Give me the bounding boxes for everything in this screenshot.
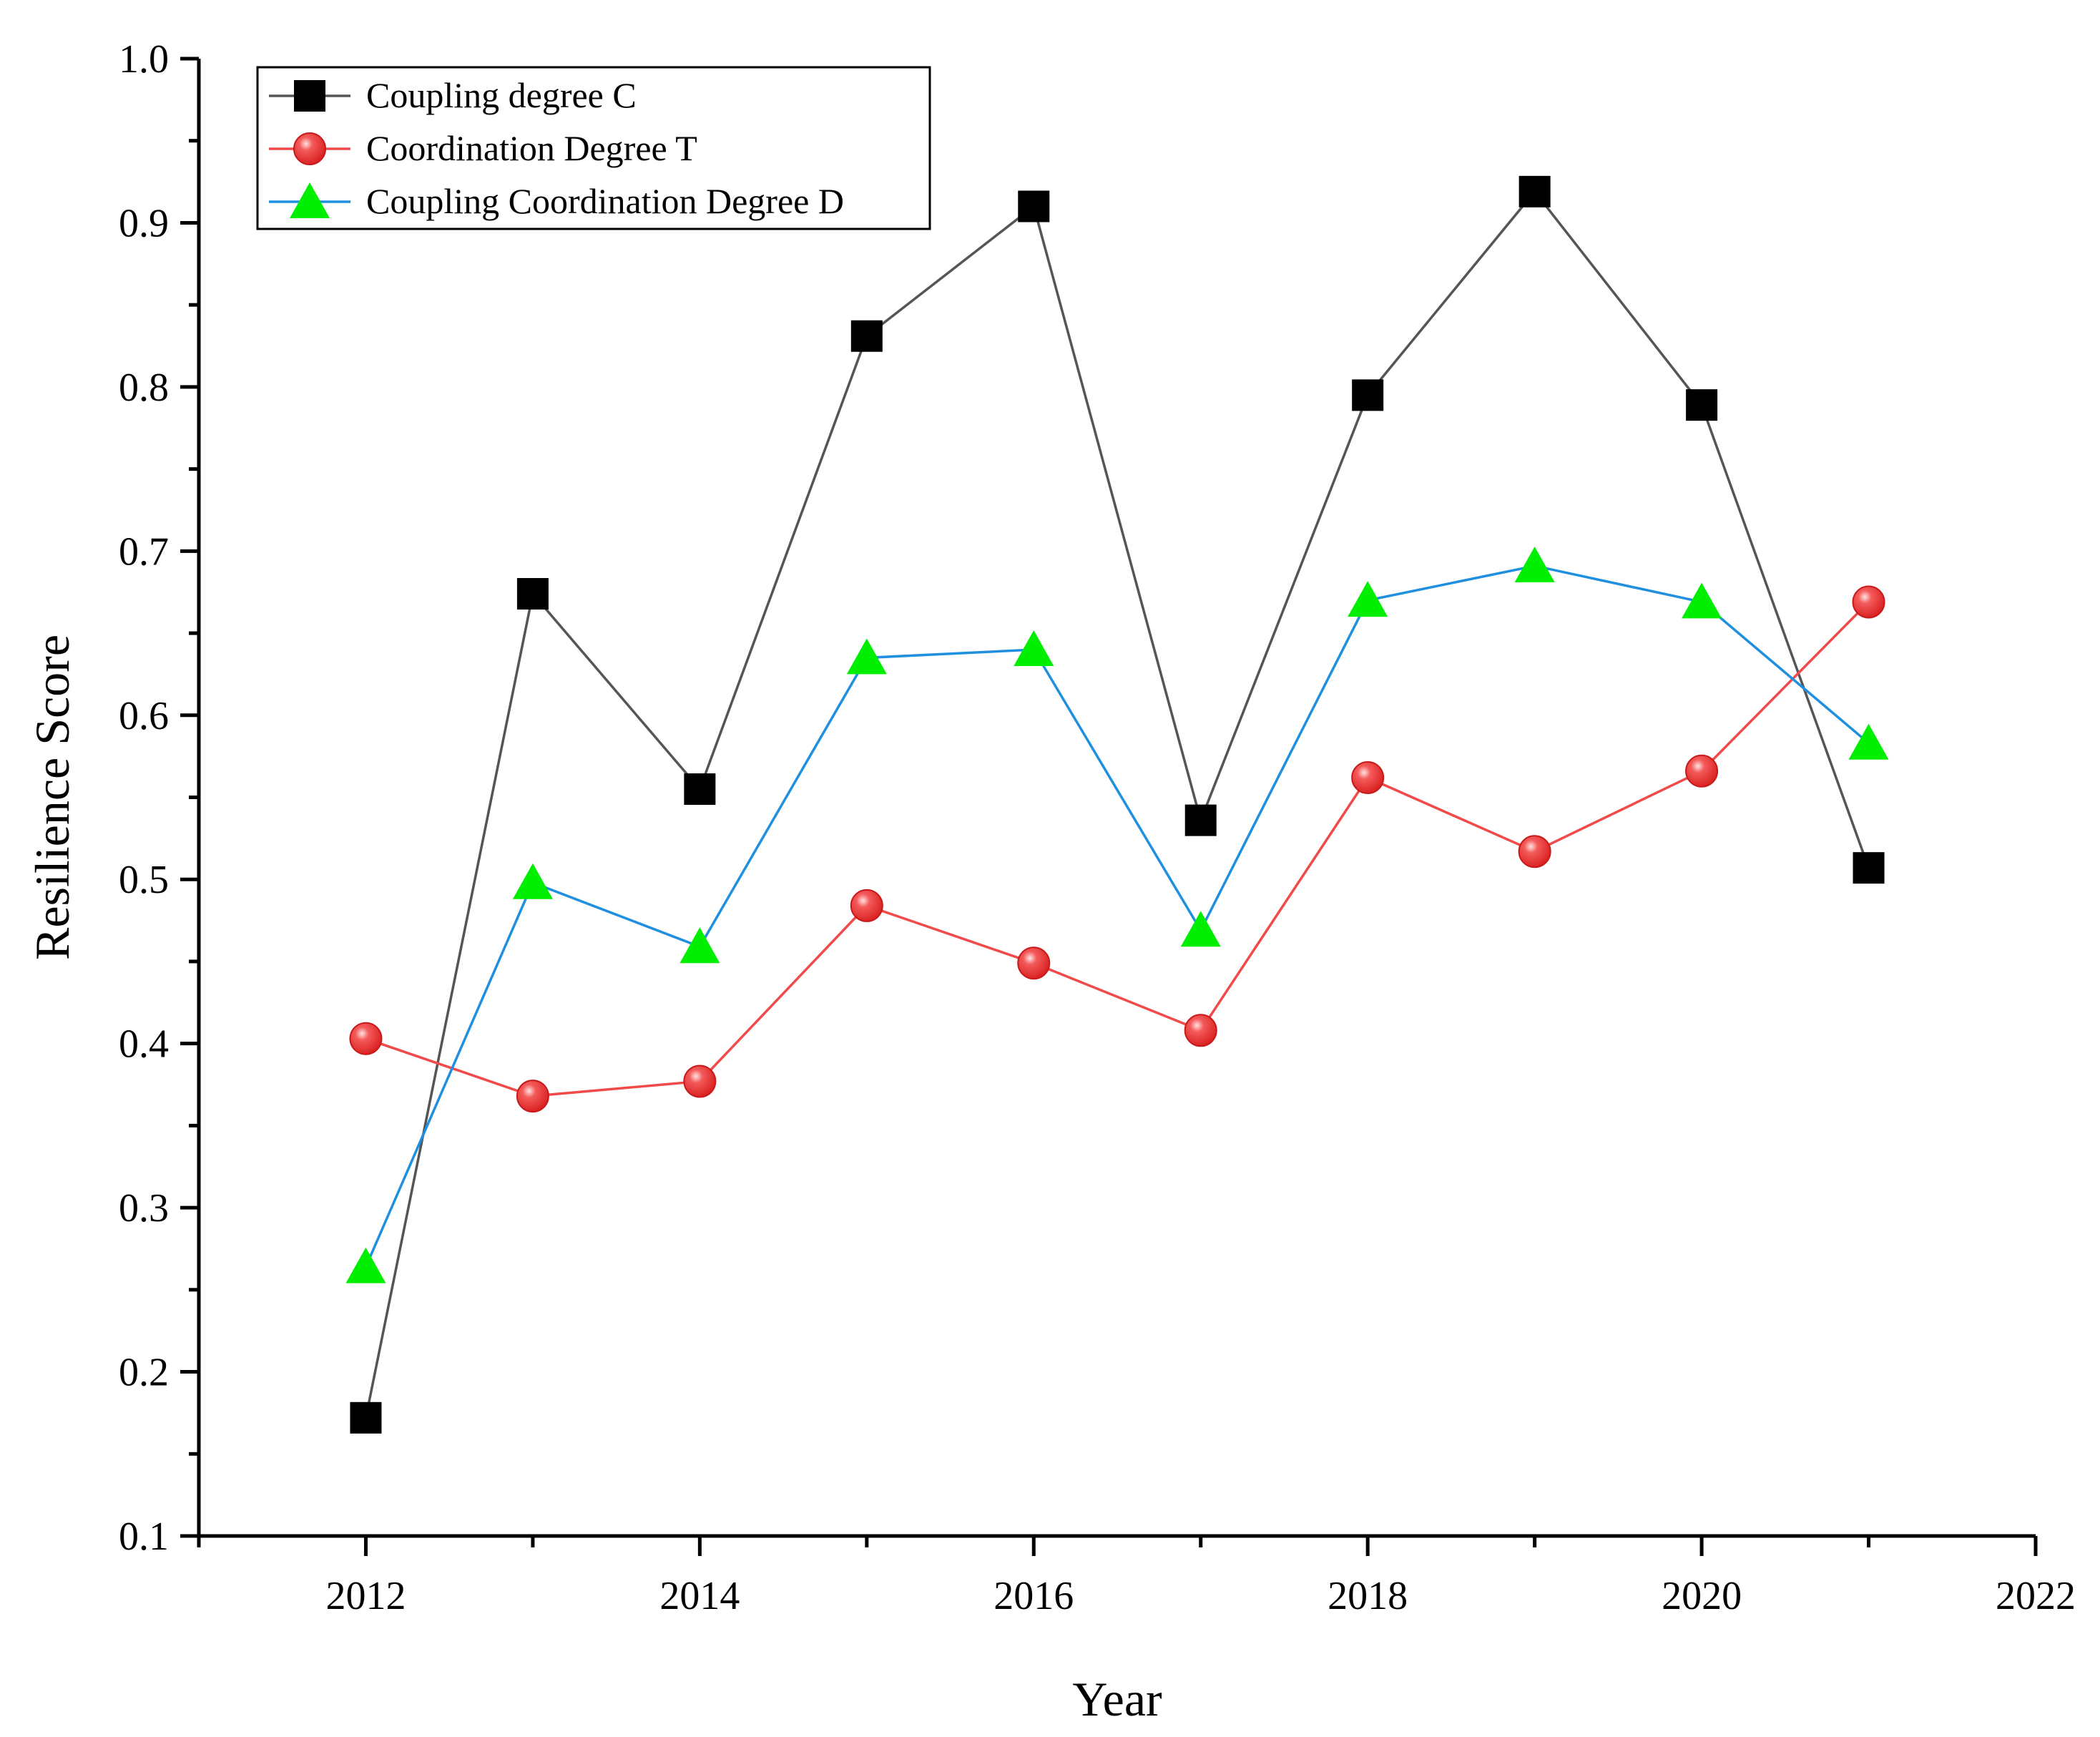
y-tick-label: 0.8 (119, 366, 169, 410)
legend-entry: Coupling Coordination Degree D (269, 181, 844, 221)
data-point (679, 927, 720, 964)
data-point (1018, 190, 1050, 222)
legend-marker (290, 182, 330, 218)
data-point (1184, 804, 1217, 836)
legend-entry: Coordination Degree T (269, 128, 697, 168)
data-point (1848, 723, 1889, 760)
data-point (1852, 585, 1885, 619)
data-point (1685, 754, 1719, 788)
data-point (1686, 389, 1718, 421)
data-point (1518, 175, 1551, 207)
y-tick-label: 1.0 (119, 37, 169, 82)
series-layer (345, 175, 1889, 1434)
axes (180, 57, 2038, 1556)
y-tick-label: 0.2 (119, 1351, 169, 1395)
x-tick-label: 2014 (659, 1574, 740, 1618)
x-axis-title: Year (1072, 1672, 1162, 1726)
data-point (1853, 852, 1885, 884)
x-tick-label: 2020 (1662, 1574, 1742, 1618)
data-point (516, 1080, 549, 1113)
x-tick-label: 2016 (993, 1574, 1074, 1618)
data-point (846, 638, 887, 675)
legend: Coupling degree C Coordination Degree T Co… (256, 66, 931, 230)
data-point (1514, 546, 1555, 582)
data-point (1682, 582, 1722, 619)
legend-label: Coordination Degree T (366, 128, 697, 168)
y-tick-label: 0.1 (119, 1515, 169, 1559)
y-tick-label: 0.7 (119, 529, 169, 574)
y-axis-title: Resilience Score (25, 635, 79, 960)
data-point (1017, 946, 1051, 980)
data-point (345, 1247, 386, 1283)
axis-labels: 0.1 0.2 0.3 0.4 0.5 0.6 0.7 0.8 0.9 1.0 2012 2014 20… (25, 37, 2076, 1726)
x-tick-label: 2022 (1996, 1574, 2076, 1618)
series-line (364, 190, 1870, 1419)
data-point (1518, 835, 1551, 868)
y-tick-label: 0.5 (119, 858, 169, 902)
legend-entry: Coupling degree C (269, 75, 637, 115)
data-point (350, 1401, 382, 1434)
data-point (684, 773, 716, 806)
series-line (365, 601, 1870, 1097)
data-point (850, 889, 883, 922)
data-point (1351, 760, 1385, 794)
data-point (1014, 630, 1054, 666)
data-point (1348, 581, 1388, 617)
legend-marker (293, 132, 326, 165)
series-2 (349, 585, 1885, 1113)
y-tick-label: 0.6 (119, 694, 169, 738)
series-1 (350, 175, 1885, 1434)
legend-box (256, 66, 931, 230)
y-tick-label: 0.4 (119, 1022, 169, 1067)
legend-label: Coupling Coordination Degree D (366, 181, 844, 221)
data-point (516, 577, 549, 610)
series-3 (345, 546, 1889, 1283)
legend-marker (294, 80, 325, 112)
data-point (512, 863, 553, 899)
data-point (850, 320, 883, 352)
x-tick-label: 2012 (325, 1574, 406, 1618)
data-point (1180, 911, 1221, 947)
y-tick-label: 0.9 (119, 201, 169, 245)
y-tick-label: 0.3 (119, 1186, 169, 1230)
data-point (349, 1022, 383, 1055)
data-point (1352, 379, 1384, 411)
series-line (364, 564, 1870, 1268)
legend-label: Coupling degree C (366, 75, 637, 115)
x-tick-label: 2018 (1328, 1574, 1408, 1618)
data-point (1184, 1014, 1217, 1047)
data-point (683, 1065, 717, 1098)
